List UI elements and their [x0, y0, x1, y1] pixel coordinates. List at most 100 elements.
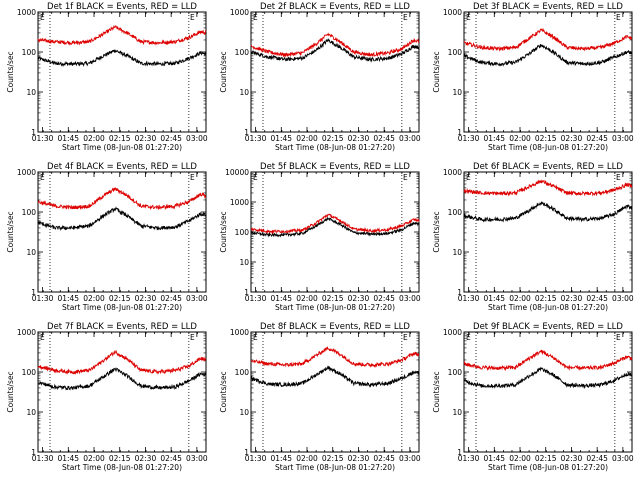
x-tick-label: 02:00: [83, 134, 105, 143]
marker-e-left: E: [253, 173, 258, 182]
x-tick-label: 02:00: [296, 134, 318, 143]
y-tick-label: 1000: [230, 8, 249, 17]
marker-e-left: E: [40, 173, 45, 182]
x-axis-label: Start Time (08-Jun-08 01:27:20): [275, 303, 395, 312]
x-tick-label: 02:30: [561, 134, 583, 143]
panel-title: Det 2f BLACK = Events, RED = LLD: [260, 2, 410, 12]
chart-panel-7: Det 7f BLACK = Events, RED = LLD 01:30 01:…: [6, 322, 208, 472]
y-axis-label: Counts/sec: [6, 211, 15, 252]
x-tick-label: 01:30: [245, 454, 267, 463]
panel-title: Det 9f BLACK = Events, RED = LLD: [473, 322, 623, 332]
x-tick-label: 01:45: [483, 134, 505, 143]
marker-e-left: E: [466, 333, 471, 342]
plot-frame: [37, 331, 207, 453]
plot-frame: [463, 331, 633, 453]
chart-panel-8: Det 8f BLACK = Events, RED = LLD 01:30 01:…: [219, 322, 421, 472]
events-series-line: [250, 216, 420, 238]
x-tick-label: 02:30: [135, 454, 157, 463]
plot-frame: [463, 171, 633, 293]
x-tick-label: 02:15: [322, 454, 344, 463]
x-tick-label: 02:00: [83, 454, 105, 463]
y-tick-label: 100: [448, 208, 463, 217]
x-tick-label: 02:00: [509, 134, 531, 143]
x-tick-label: 02:15: [109, 294, 131, 303]
x-tick-label: 02:45: [586, 294, 608, 303]
y-axis-label: Counts/sec: [219, 211, 228, 252]
y-tick-label: 10: [452, 88, 462, 97]
plot-frame: [37, 11, 207, 133]
chart-panel-6: Det 6f BLACK = Events, RED = LLD 01:30 01:…: [432, 162, 634, 312]
y-tick-label: 100: [235, 48, 250, 57]
chart-panel-9: Det 9f BLACK = Events, RED = LLD 01:30 01:…: [432, 322, 634, 472]
y-tick-label: 100: [235, 228, 250, 237]
x-tick-label: 03:00: [612, 134, 634, 143]
x-tick-label: 01:45: [483, 294, 505, 303]
lld-series-line: [463, 179, 633, 197]
x-tick-label: 02:30: [348, 134, 370, 143]
x-tick-label: 02:30: [348, 454, 370, 463]
x-axis-label: Start Time (08-Jun-08 01:27:20): [275, 463, 395, 472]
y-tick-label: 1000: [17, 328, 36, 337]
y-axis-label: Counts/sec: [6, 371, 15, 412]
x-tick-label: 03:00: [186, 134, 208, 143]
y-tick-label: 1000: [230, 198, 249, 207]
y-tick-label: 1000: [17, 168, 36, 177]
y-tick-label: 100: [22, 48, 37, 57]
marker-e-right: E: [616, 333, 621, 342]
y-tick-label: 10: [26, 408, 36, 417]
x-tick-label: 02:00: [509, 294, 531, 303]
x-tick-label: 02:45: [586, 454, 608, 463]
y-axis-label: Counts/sec: [432, 51, 441, 92]
chart-panel-5: Det 5f BLACK = Events, RED = LLD 01:30 01:…: [219, 162, 421, 312]
marker-e-right: E: [403, 13, 408, 22]
y-tick-label: 100: [448, 368, 463, 377]
x-tick-label: 01:45: [57, 454, 79, 463]
y-tick-label: 1: [457, 128, 462, 137]
y-axis-label: Counts/sec: [432, 211, 441, 252]
y-tick-label: 10000: [225, 168, 249, 177]
x-tick-label: 02:30: [135, 134, 157, 143]
y-axis-label: Counts/sec: [219, 51, 228, 92]
lld-series-line: [250, 32, 420, 58]
x-tick-label: 02:00: [296, 454, 318, 463]
x-tick-label: 02:00: [296, 294, 318, 303]
y-tick-label: 100: [22, 368, 37, 377]
events-series-line: [37, 49, 207, 68]
x-tick-label: 02:45: [373, 454, 395, 463]
x-tick-label: 02:15: [535, 454, 557, 463]
y-tick-label: 10: [26, 88, 36, 97]
x-tick-label: 01:45: [483, 454, 505, 463]
x-axis-label: Start Time (08-Jun-08 01:27:20): [62, 143, 182, 152]
panel-title: Det 5f BLACK = Events, RED = LLD: [260, 162, 410, 172]
lld-series-line: [37, 187, 207, 211]
x-tick-label: 01:45: [270, 294, 292, 303]
lld-series-line: [463, 349, 633, 372]
plot-frame: [250, 11, 420, 133]
marker-e-right: E: [616, 173, 621, 182]
marker-e-right: E: [190, 13, 195, 22]
x-tick-label: 02:00: [509, 454, 531, 463]
x-tick-label: 01:30: [245, 134, 267, 143]
x-tick-label: 02:30: [561, 454, 583, 463]
y-tick-label: 1: [244, 448, 249, 457]
x-tick-label: 03:00: [612, 294, 634, 303]
y-tick-label: 100: [22, 208, 37, 217]
chart-panel-3: Det 3f BLACK = Events, RED = LLD 01:30 01:…: [432, 2, 634, 152]
marker-e-right: E: [190, 333, 195, 342]
y-tick-label: 10: [452, 248, 462, 257]
panel-title: Det 7f BLACK = Events, RED = LLD: [47, 322, 197, 332]
y-tick-label: 10: [239, 258, 249, 267]
x-tick-label: 03:00: [399, 294, 421, 303]
x-tick-label: 01:30: [458, 294, 480, 303]
x-tick-label: 02:15: [109, 454, 131, 463]
y-tick-label: 1000: [443, 168, 462, 177]
marker-e-left: E: [40, 13, 45, 22]
events-series-line: [463, 44, 633, 67]
x-axis-label: Start Time (08-Jun-08 01:27:20): [62, 463, 182, 472]
y-tick-label: 1000: [443, 8, 462, 17]
marker-e-left: E: [253, 333, 258, 342]
x-tick-label: 03:00: [399, 454, 421, 463]
chart-panel-4: Det 4f BLACK = Events, RED = LLD 01:30 01:…: [6, 162, 208, 312]
events-series-line: [250, 38, 420, 63]
x-tick-label: 02:45: [586, 134, 608, 143]
